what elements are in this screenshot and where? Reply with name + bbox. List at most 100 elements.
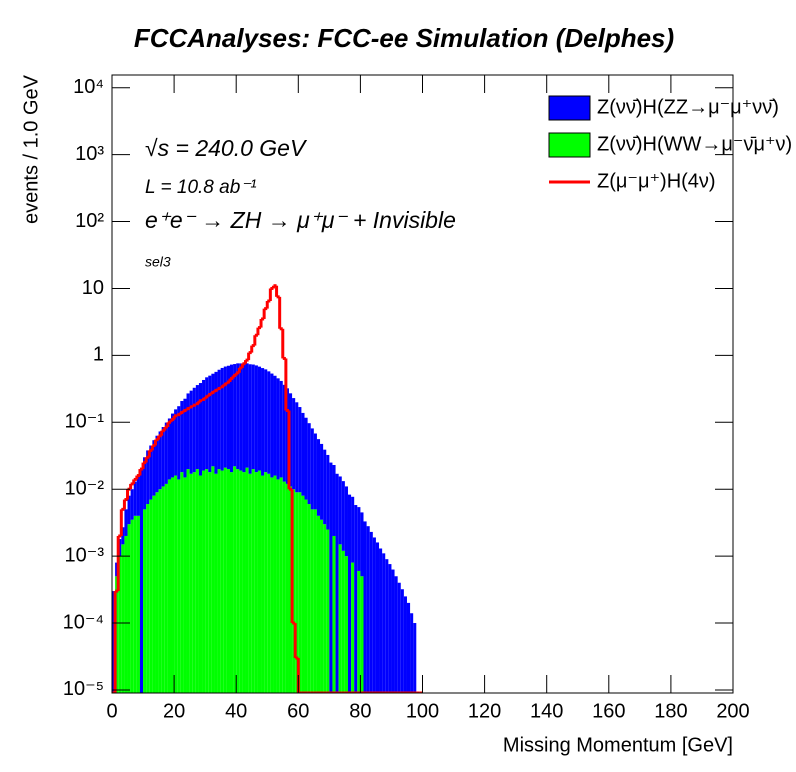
histogram-bar xyxy=(347,494,352,693)
y-tick-label: 10⁻³ xyxy=(65,544,105,566)
y-tick-label: 10⁴ xyxy=(73,76,104,98)
histogram-bar xyxy=(229,364,234,473)
histogram-bar xyxy=(186,469,190,693)
histogram-bar xyxy=(304,417,308,500)
histogram-bar xyxy=(161,486,165,693)
histogram-bar xyxy=(310,509,314,693)
x-tick-label: 160 xyxy=(592,700,625,722)
histogram-bar xyxy=(133,481,137,516)
x-tick-label: 20 xyxy=(163,700,185,722)
histogram-bar xyxy=(285,483,289,693)
x-tick-label: 80 xyxy=(349,700,371,722)
histogram-bar xyxy=(248,473,252,693)
histogram-bar xyxy=(133,515,137,693)
y-tick-label: 1 xyxy=(93,344,104,366)
histogram-bar xyxy=(164,422,168,484)
histogram-bar xyxy=(177,406,181,480)
histogram-bar xyxy=(118,556,122,693)
x-tick-label: 200 xyxy=(716,700,749,722)
histogram-bar xyxy=(239,470,243,693)
histogram-bar xyxy=(121,544,125,693)
histogram-bar xyxy=(394,576,398,693)
histogram-bar xyxy=(369,531,373,693)
y-tick-label: 10 xyxy=(82,277,104,299)
x-tick-label: 60 xyxy=(287,700,309,722)
histogram-bar xyxy=(323,449,327,525)
histogram-bar xyxy=(276,479,280,693)
histogram-bar xyxy=(332,465,336,536)
histogram-bar xyxy=(233,466,237,693)
histogram-bar xyxy=(155,492,159,693)
histogram-bar xyxy=(251,469,255,693)
histogram-bar xyxy=(304,499,308,693)
histogram-bar xyxy=(229,472,234,693)
histogram-bar xyxy=(351,496,355,563)
histogram-bar xyxy=(388,564,392,693)
histogram-bar xyxy=(410,613,414,693)
histogram-bar xyxy=(136,515,140,693)
histogram-bar xyxy=(164,483,168,693)
histogram-bar xyxy=(220,367,224,471)
annotation: e⁺e⁻ → ZH → μ⁺μ⁻ + Invisible xyxy=(145,207,456,233)
histogram-bar xyxy=(267,473,271,693)
histogram-bar xyxy=(208,472,212,693)
histogram-bar xyxy=(267,371,271,474)
histogram-bar xyxy=(115,576,119,693)
histogram-bar xyxy=(211,373,215,467)
legend-label: Z(νν̄)H(WW→μ⁻ν̄μ⁺ν) xyxy=(597,133,792,155)
histogram-bar xyxy=(273,475,277,693)
histogram-bar xyxy=(127,524,131,693)
histogram-bar xyxy=(357,570,361,693)
histogram-bar xyxy=(307,504,311,693)
histogram-bar xyxy=(360,512,364,577)
histogram-bar xyxy=(158,489,162,693)
histogram-bar xyxy=(298,492,302,693)
histogram-bar xyxy=(226,365,230,470)
histogram-bar xyxy=(127,495,131,525)
histogram-bar xyxy=(310,428,314,510)
histogram-bar xyxy=(239,363,243,471)
y-tick-label: 10² xyxy=(75,210,104,232)
histogram-bar xyxy=(170,413,175,478)
histogram-bar xyxy=(344,486,348,557)
histogram-bar xyxy=(326,454,330,530)
histogram-bar xyxy=(242,472,246,693)
histogram-bar xyxy=(198,475,203,693)
histogram-bar xyxy=(288,486,293,693)
histogram-bar xyxy=(223,366,227,468)
histogram-bar xyxy=(251,364,255,470)
histogram-bar xyxy=(338,476,342,545)
histogram-bar xyxy=(146,504,150,693)
histogram-bar xyxy=(174,409,178,476)
histogram-bar xyxy=(320,443,324,520)
histogram-bar xyxy=(152,495,156,693)
histogram-bar xyxy=(192,472,196,693)
histogram-bar xyxy=(202,470,206,693)
histogram-bar xyxy=(161,427,165,487)
histogram-bar xyxy=(214,473,218,693)
histogram-bar xyxy=(344,556,348,693)
histogram-bar xyxy=(149,445,153,500)
histogram-bar xyxy=(329,462,333,693)
histogram-bar xyxy=(285,388,289,484)
histogram-bar xyxy=(270,477,274,693)
histogram-bar xyxy=(301,412,305,496)
histogram-bar xyxy=(195,385,199,470)
histogram-bar xyxy=(198,383,203,476)
histogram-bar xyxy=(391,569,395,693)
histogram-bar xyxy=(292,398,296,490)
histogram-bar xyxy=(261,475,265,693)
y-tick-label: 10⁻¹ xyxy=(65,411,105,433)
histogram-bar xyxy=(379,548,383,693)
histogram-bar xyxy=(341,481,345,551)
x-tick-label: 180 xyxy=(654,700,687,722)
histogram-bar xyxy=(167,418,171,480)
histogram-bar xyxy=(307,423,311,505)
histogram-bar xyxy=(155,435,159,493)
chart-title: FCCAnalyses: FCC-ee Simulation (Delphes) xyxy=(134,23,674,53)
histogram-bar xyxy=(316,439,321,516)
histogram-bar xyxy=(351,562,355,693)
x-tick-label: 120 xyxy=(468,700,501,722)
histogram-bar xyxy=(261,368,265,476)
histogram-bar xyxy=(220,470,224,693)
